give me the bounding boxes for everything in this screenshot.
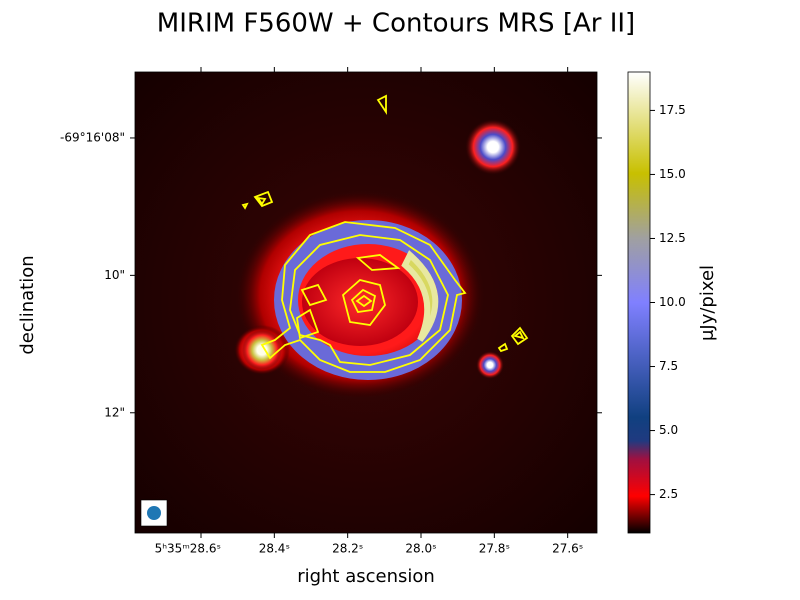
x-tick-label: 28.4ˢ [259,542,290,556]
plot-frame [134,71,598,534]
image [135,72,597,533]
y-axis-label: declination [17,255,38,354]
ring-center [302,258,418,346]
y-tick-label: 12" [104,405,125,419]
star [476,351,504,379]
star [465,119,521,175]
y-tick-label: 10" [104,268,125,282]
contours [241,94,529,373]
x-tick-label: 27.8ˢ [479,542,510,556]
colorbar-label: μJy/pixel [697,265,718,341]
colorbar-tick-label: 5.0 [659,423,678,437]
colorbar-tick-label: 12.5 [659,231,686,245]
colorbar-tick-label: 17.5 [659,103,686,117]
y-tick-label: -69°16'08" [60,130,125,144]
colorbar-tick-label: 2.5 [659,487,678,501]
colorbar-tick-label: 10.0 [659,295,686,309]
ring [274,220,462,380]
chart-title: MIRIM F560W + Contours MRS [Ar II] [157,9,635,39]
colorbar [627,71,651,534]
beam [147,506,161,520]
x-tick-label: 28.0ˢ [405,542,436,556]
colorbar-tick-label: 7.5 [659,359,678,373]
ring-bright [401,250,439,342]
x-tick-label: 28.2ˢ [332,542,363,556]
x-tick-label: 27.6ˢ [552,542,583,556]
x-axis-label: right ascension [297,566,435,587]
colorbar-tick-label: 15.0 [659,167,686,181]
x-tick-label: 5ʰ35ᵐ28.6ˢ [155,542,221,556]
star [242,330,282,370]
